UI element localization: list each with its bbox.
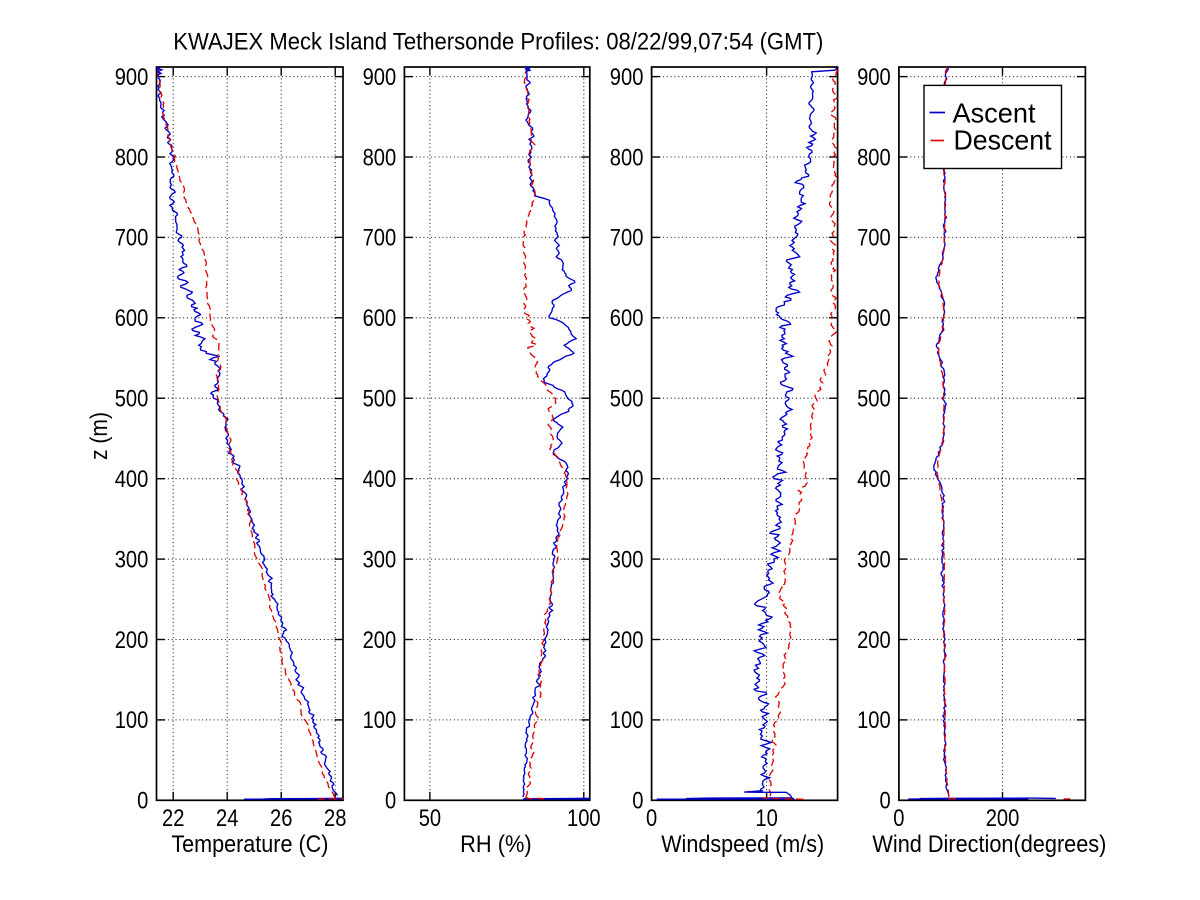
svg-text:900: 900 (115, 64, 149, 91)
svg-text:200: 200 (610, 627, 644, 654)
svg-text:800: 800 (610, 144, 644, 171)
svg-text:26: 26 (270, 805, 292, 832)
svg-text:Descent: Descent (954, 124, 1052, 155)
svg-text:700: 700 (857, 225, 891, 252)
svg-text:900: 900 (363, 64, 397, 91)
svg-text:900: 900 (610, 64, 644, 91)
svg-text:400: 400 (115, 466, 149, 493)
svg-text:700: 700 (115, 225, 149, 252)
svg-text:KWAJEX Meck Island Tethersonde: KWAJEX Meck Island Tethersonde Profiles:… (173, 28, 823, 55)
svg-text:RH (%): RH (%) (460, 831, 532, 858)
svg-text:600: 600 (857, 305, 891, 332)
svg-text:500: 500 (363, 386, 397, 413)
svg-text:900: 900 (857, 64, 891, 91)
svg-text:z (m): z (m) (86, 412, 113, 460)
svg-text:0: 0 (632, 788, 643, 815)
svg-text:400: 400 (363, 466, 397, 493)
svg-text:0: 0 (646, 805, 657, 832)
svg-text:800: 800 (857, 144, 891, 171)
svg-text:700: 700 (363, 225, 397, 252)
svg-text:50: 50 (419, 805, 441, 832)
svg-text:200: 200 (363, 627, 397, 654)
svg-text:100: 100 (857, 707, 891, 734)
svg-text:600: 600 (363, 305, 397, 332)
svg-text:Windspeed (m/s): Windspeed (m/s) (661, 831, 824, 858)
svg-text:200: 200 (986, 805, 1020, 832)
svg-text:400: 400 (857, 466, 891, 493)
svg-text:22: 22 (162, 805, 184, 832)
svg-text:0: 0 (880, 788, 891, 815)
svg-text:Temperature (C): Temperature (C) (171, 831, 328, 858)
svg-text:200: 200 (857, 627, 891, 654)
svg-text:0: 0 (893, 805, 904, 832)
svg-text:700: 700 (610, 225, 644, 252)
svg-text:300: 300 (115, 546, 149, 573)
svg-text:100: 100 (567, 805, 601, 832)
svg-text:300: 300 (857, 546, 891, 573)
svg-text:800: 800 (363, 144, 397, 171)
svg-text:0: 0 (385, 788, 396, 815)
svg-text:100: 100 (610, 707, 644, 734)
svg-text:28: 28 (324, 805, 346, 832)
svg-text:300: 300 (363, 546, 397, 573)
svg-text:600: 600 (115, 305, 149, 332)
svg-text:Ascent: Ascent (953, 97, 1036, 128)
svg-text:500: 500 (610, 386, 644, 413)
svg-text:500: 500 (857, 386, 891, 413)
svg-text:Wind Direction(degrees): Wind Direction(degrees) (872, 831, 1106, 858)
svg-text:500: 500 (115, 386, 149, 413)
svg-text:0: 0 (137, 788, 148, 815)
svg-text:300: 300 (610, 546, 644, 573)
svg-text:100: 100 (363, 707, 397, 734)
svg-text:200: 200 (115, 627, 149, 654)
svg-text:24: 24 (216, 805, 238, 832)
svg-text:400: 400 (610, 466, 644, 493)
svg-text:800: 800 (115, 144, 149, 171)
svg-text:100: 100 (115, 707, 149, 734)
svg-text:10: 10 (755, 805, 777, 832)
svg-text:600: 600 (610, 305, 644, 332)
